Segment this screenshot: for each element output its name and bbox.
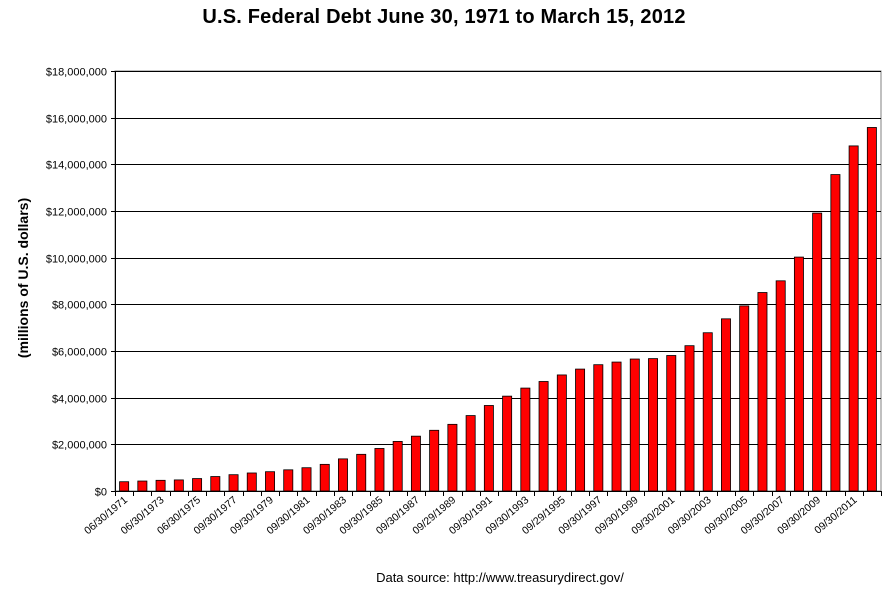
bar-1987 xyxy=(410,435,421,492)
bar-1973 xyxy=(155,479,166,492)
bar-1985 xyxy=(374,448,385,492)
y-tick-label: $6,000,000 xyxy=(52,347,107,359)
y-tick-label: $8,000,000 xyxy=(52,300,107,312)
bar-1983 xyxy=(338,458,348,492)
bar-1994 xyxy=(538,381,549,492)
bar-1976 xyxy=(210,476,221,492)
bar-1990 xyxy=(465,415,476,492)
bar-2009 xyxy=(812,212,823,492)
bar-1974 xyxy=(173,479,184,492)
bar-1972 xyxy=(137,480,148,492)
bar-2006 xyxy=(757,292,768,492)
bar-1992 xyxy=(502,395,513,492)
bar-1999 xyxy=(629,358,640,492)
bar-1997 xyxy=(593,364,604,492)
bar-1977 xyxy=(228,474,239,492)
chart-title: U.S. Federal Debt June 30, 1971 to March… xyxy=(202,6,686,28)
y-tick-label: $14,000,000 xyxy=(46,160,107,172)
bar-1986 xyxy=(392,441,403,492)
bar-2000 xyxy=(648,358,658,492)
bar-1989 xyxy=(447,423,458,492)
bar-2012 xyxy=(866,127,877,492)
bar-1979 xyxy=(265,471,275,492)
bar-1980 xyxy=(283,469,294,492)
y-tick-label: $18,000,000 xyxy=(46,67,107,79)
y-tick-label: $4,000,000 xyxy=(52,394,107,406)
bar-2003 xyxy=(702,332,713,492)
y-tick-label: $2,000,000 xyxy=(52,440,107,452)
bar-2001 xyxy=(666,355,677,492)
y-tick-label: $16,000,000 xyxy=(46,114,107,126)
bar-1998 xyxy=(611,361,622,492)
bar-2008 xyxy=(793,256,804,492)
y-tick-label: $10,000,000 xyxy=(46,254,107,266)
bar-1996 xyxy=(575,368,586,492)
bar-1988 xyxy=(429,429,440,492)
bar-1984 xyxy=(356,453,367,492)
bar-2011 xyxy=(848,145,859,492)
bar-2010 xyxy=(830,174,841,492)
plot-area xyxy=(114,70,882,492)
bar-1993 xyxy=(520,387,531,492)
data-source-note: Data source: http://www.treasurydirect.g… xyxy=(376,570,624,585)
bar-1981 xyxy=(301,467,312,492)
bar-2007 xyxy=(775,280,786,492)
bar-1975 xyxy=(192,478,203,492)
bar-1995 xyxy=(556,374,567,492)
bar-1971 xyxy=(119,481,130,492)
bar-1982 xyxy=(319,463,330,492)
bar-2004 xyxy=(721,318,731,492)
bar-2005 xyxy=(739,305,750,492)
bar-1978 xyxy=(246,472,257,492)
bar-1991 xyxy=(483,405,494,492)
y-tick-label: $12,000,000 xyxy=(46,207,107,219)
y-tick-label: $0 xyxy=(95,487,107,499)
bar-2002 xyxy=(684,345,695,492)
